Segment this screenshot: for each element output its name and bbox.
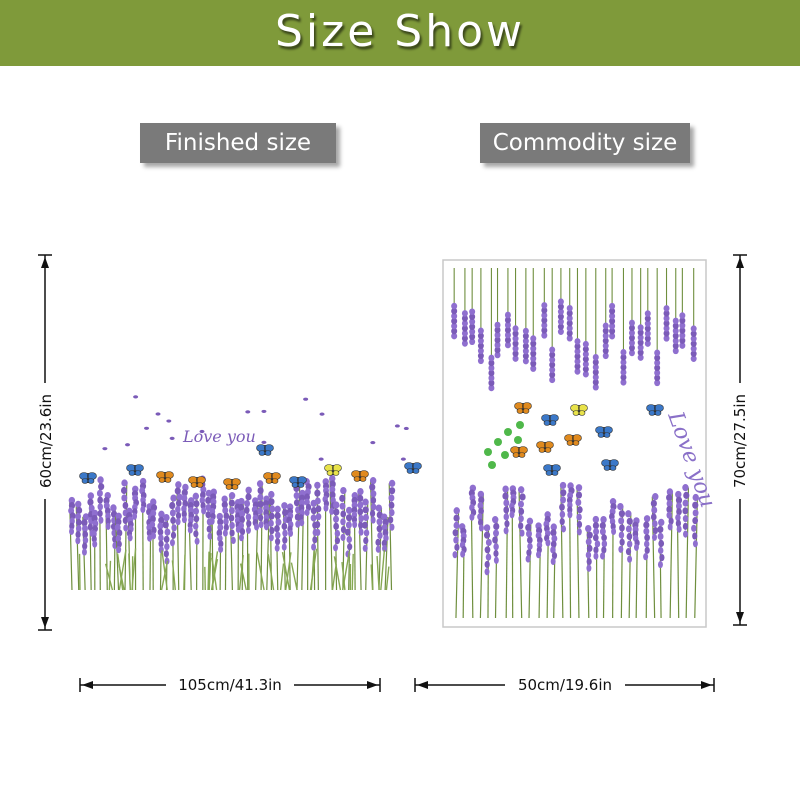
finished-lavender-art — [68, 395, 409, 591]
butterflies — [79, 402, 664, 490]
finished-size-label: Finished size — [140, 123, 336, 163]
finished-height-label: 60cm/23.6in — [37, 383, 55, 499]
commodity-width-label: 50cm/19.6in — [505, 676, 625, 694]
title-banner — [0, 0, 800, 66]
page-title: Size Show — [274, 6, 526, 57]
commodity-lavender-art — [451, 268, 699, 619]
finished-love-you-text: Love you — [182, 427, 256, 446]
commodity-size-label: Commodity size — [480, 123, 690, 163]
finished-width-label: 105cm/41.3in — [166, 676, 294, 694]
commodity-height-label: 70cm/27.5in — [731, 383, 749, 499]
